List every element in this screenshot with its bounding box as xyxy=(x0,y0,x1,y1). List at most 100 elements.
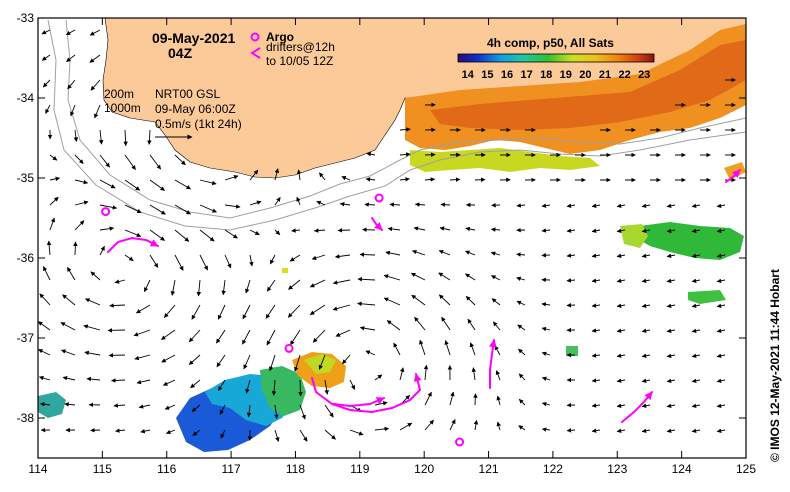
sst-patch-green-spot xyxy=(566,346,578,356)
current-arrow xyxy=(147,129,152,145)
title-block: 09-May-2021 04Z Argo drifters@12h to 10/… xyxy=(104,30,335,140)
current-arrow xyxy=(334,254,351,259)
current-arrow xyxy=(65,29,76,36)
current-arrow xyxy=(616,353,626,358)
current-arrow xyxy=(492,321,501,331)
current-arrow xyxy=(42,266,51,281)
current-arrow xyxy=(616,228,626,233)
current-arrow xyxy=(170,279,176,296)
current-arrow xyxy=(266,329,276,346)
current-arrow xyxy=(299,404,306,420)
current-arrow xyxy=(332,279,351,285)
current-arrow xyxy=(324,429,336,440)
current-arrow xyxy=(716,303,726,308)
colorbar-tick-label: 15 xyxy=(481,69,493,81)
isobath-label-1000m: 1000m xyxy=(104,101,141,115)
current-arrow xyxy=(324,404,334,418)
current-arrow xyxy=(61,349,76,356)
current-arrow xyxy=(591,203,601,208)
current-arrow xyxy=(49,154,58,161)
current-arrow xyxy=(39,402,51,407)
date-title: 09-May-2021 xyxy=(152,30,235,46)
current-arrow xyxy=(691,353,701,358)
current-arrow xyxy=(64,402,76,407)
current-arrow xyxy=(38,349,51,356)
x-tick-label: 115 xyxy=(93,462,112,476)
drifter-track-west-eddy xyxy=(107,236,159,253)
current-arrow xyxy=(424,419,434,431)
current-arrow xyxy=(269,354,276,372)
current-arrow xyxy=(62,376,76,381)
current-arrow xyxy=(224,204,241,209)
current-arrow xyxy=(245,379,251,394)
current-arrow xyxy=(49,176,61,182)
current-arrow xyxy=(357,301,376,307)
current-arrow xyxy=(691,328,701,333)
time-title: 04Z xyxy=(168,45,193,61)
x-tick-label: 124 xyxy=(672,462,692,476)
current-arrow xyxy=(249,169,259,181)
sst-patch-bight-warm xyxy=(430,40,746,130)
current-arrow xyxy=(274,168,280,181)
current-arrow xyxy=(191,304,201,320)
current-arrow xyxy=(216,329,226,344)
current-arrow xyxy=(199,229,215,242)
current-arrow xyxy=(359,252,376,257)
current-arrow xyxy=(269,254,276,265)
x-tick-label: 120 xyxy=(414,462,434,476)
current-arrow xyxy=(136,304,151,314)
current-arrow xyxy=(149,204,166,215)
isobath-1000m-line xyxy=(47,19,747,231)
current-arrow xyxy=(616,403,626,408)
current-arrow xyxy=(641,303,651,308)
current-arrow xyxy=(467,318,476,331)
current-arrow xyxy=(309,279,326,288)
argo-float-marker xyxy=(101,207,111,217)
current-arrow xyxy=(299,429,308,442)
current-arrow xyxy=(365,350,376,356)
current-arrow xyxy=(496,395,501,406)
x-tick-label: 122 xyxy=(543,462,563,476)
current-arrow xyxy=(591,253,601,258)
x-tick-label: 116 xyxy=(157,462,176,476)
current-arrow xyxy=(566,253,576,258)
current-arrow xyxy=(518,348,526,356)
current-arrow xyxy=(691,253,701,258)
current-arrow xyxy=(38,375,51,381)
current-arrow xyxy=(399,152,411,157)
current-arrow xyxy=(465,250,476,256)
current-arrow xyxy=(67,79,76,90)
current-arrow xyxy=(364,202,376,207)
current-arrow xyxy=(138,404,151,409)
sst-patch-green-eddy xyxy=(304,354,336,374)
current-arrow xyxy=(319,172,326,181)
isobaths xyxy=(47,19,747,231)
current-arrow xyxy=(83,324,101,331)
argo-floats xyxy=(101,193,465,447)
current-arrow xyxy=(491,298,501,306)
current-arrow xyxy=(89,54,101,63)
current-arrow xyxy=(413,226,426,231)
current-arrow xyxy=(616,278,626,283)
current-arrow xyxy=(691,428,701,433)
current-arrow xyxy=(449,177,461,182)
current-arrow xyxy=(136,379,151,385)
current-arrow xyxy=(438,249,451,256)
current-arrow xyxy=(541,228,551,233)
current-arrow xyxy=(349,429,364,436)
product-label: NRT00 GSL xyxy=(155,87,220,101)
current-arrow xyxy=(438,272,451,281)
current-arrow xyxy=(518,373,526,381)
current-arrow xyxy=(424,177,436,182)
current-arrow xyxy=(411,294,426,306)
current-arrow xyxy=(414,316,426,331)
current-arrow xyxy=(37,321,51,331)
current-arrow xyxy=(517,324,526,331)
current-arrow xyxy=(124,254,134,262)
current-arrow xyxy=(469,342,476,356)
current-arrow xyxy=(473,419,479,431)
current-arrow xyxy=(449,419,456,431)
current-arrow xyxy=(516,203,526,208)
current-arrow xyxy=(114,279,126,284)
current-arrow xyxy=(541,351,551,356)
